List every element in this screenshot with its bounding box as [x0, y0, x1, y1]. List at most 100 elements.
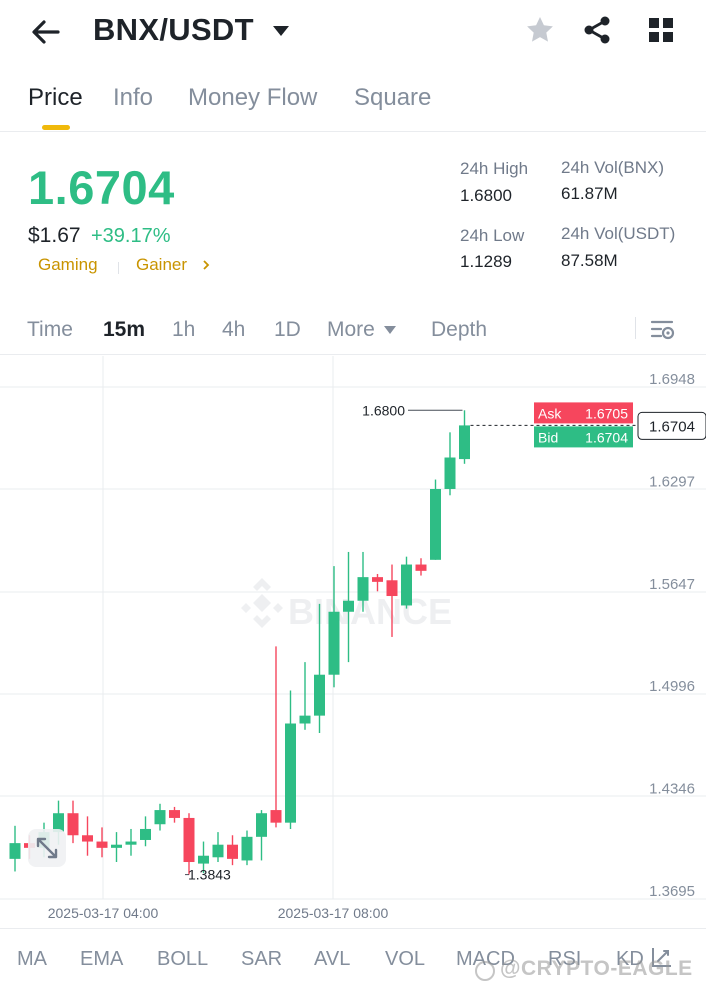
x-axis-labels: 2025-03-17 04:00 2025-03-17 08:00: [48, 905, 389, 921]
stat-high-value: 1.6800: [460, 186, 512, 205]
active-tab-indicator: [42, 125, 70, 130]
y-tick-label: 1.4346: [649, 781, 695, 798]
stat-vol-quote-label: 24h Vol(USDT): [561, 224, 676, 243]
candle-body: [82, 835, 93, 842]
pair-title[interactable]: BNX/USDT: [93, 12, 254, 47]
y-tick-label: 1.5647: [649, 576, 695, 593]
tag-gaming[interactable]: Gaming: [38, 255, 98, 274]
candle: [430, 479, 441, 560]
candle-body: [299, 715, 311, 724]
candle: [415, 558, 427, 576]
indicator-vol[interactable]: VOL: [385, 948, 426, 970]
candle: [67, 800, 79, 844]
indicator-avl[interactable]: AVL: [314, 948, 351, 970]
candle-body: [241, 836, 253, 861]
candle-body: [96, 841, 108, 848]
last-price: 1.6704: [28, 161, 175, 214]
indicator-ma[interactable]: MA: [17, 948, 47, 970]
candle-body: [140, 828, 151, 840]
candle-body: [401, 564, 412, 606]
candle-body: [285, 723, 296, 823]
interval-1h[interactable]: 1h: [172, 318, 196, 341]
candle-body: [343, 600, 354, 612]
expand-chart-button[interactable]: [28, 829, 66, 867]
indicator-macd[interactable]: MACD: [456, 948, 515, 970]
interval-4h[interactable]: 4h: [222, 318, 246, 341]
bid-label: Bid: [538, 429, 558, 445]
candle-body: [459, 425, 470, 460]
interval-depth[interactable]: Depth: [431, 318, 488, 341]
candle: [459, 410, 470, 464]
indicator-sar[interactable]: SAR: [241, 948, 283, 970]
tab-money-flow[interactable]: Money Flow: [188, 84, 318, 111]
y-tick-label: 1.3695: [649, 883, 695, 900]
low-marker-label: 1.3843: [188, 867, 231, 883]
indicator-kd[interactable]: KD: [616, 948, 644, 970]
stat-vol-base-label: 24h Vol(BNX): [561, 158, 664, 177]
interval-1d[interactable]: 1D: [274, 318, 301, 341]
candle-body: [212, 844, 224, 858]
current-price-box: [637, 411, 706, 440]
change-percent: +39.17%: [91, 225, 171, 247]
candlestick-chart[interactable]: BINANCE 1.69481.62971.56471.49961.43461.…: [0, 356, 706, 926]
candle-body: [154, 810, 166, 825]
candle-body: [227, 844, 238, 859]
candle: [111, 832, 122, 863]
indicator-ema[interactable]: EMA: [80, 948, 124, 970]
interval-15m[interactable]: 15m: [103, 318, 146, 341]
share-icon[interactable]: [581, 14, 613, 46]
tag-divider: [118, 262, 119, 274]
ask-value: 1.6705: [585, 405, 628, 421]
chevron-right-icon[interactable]: [200, 259, 212, 271]
candle-body: [111, 844, 122, 848]
caret-down-icon[interactable]: [271, 24, 291, 38]
candle-body: [314, 674, 325, 716]
candle-body: [270, 810, 282, 823]
caret-down-icon[interactable]: [383, 325, 397, 335]
tag-gainer[interactable]: Gainer: [136, 255, 188, 274]
interval-time[interactable]: Time: [27, 318, 73, 341]
candles: [9, 410, 470, 875]
stat-vol-quote-value: 87.58M: [561, 251, 618, 270]
drawing-tool-icon[interactable]: [650, 945, 674, 969]
candle: [386, 564, 398, 637]
candle: [140, 816, 151, 847]
candle: [183, 813, 195, 875]
ask-label: Ask: [538, 405, 562, 421]
candle-body: [430, 488, 441, 560]
expand-icon: [36, 837, 58, 859]
candle-body: [328, 611, 340, 675]
candle: [357, 551, 369, 612]
interval-divider: [635, 317, 636, 339]
candle: [212, 832, 224, 863]
x-tick-label: 2025-03-17 08:00: [278, 905, 389, 921]
tab-square[interactable]: Square: [354, 84, 432, 111]
candle: [241, 830, 253, 866]
candle: [299, 662, 311, 730]
candle-body: [183, 817, 195, 863]
binance-watermark: BINANCE: [241, 578, 452, 632]
ask-badge: [534, 402, 633, 424]
indicator-rsi[interactable]: RSI: [548, 948, 582, 970]
stat-vol-base-value: 61.87M: [561, 184, 618, 203]
indicator-boll[interactable]: BOLL: [157, 948, 209, 970]
star-icon[interactable]: [524, 14, 556, 46]
candle-body: [198, 855, 209, 864]
candle: [82, 816, 93, 856]
candle-body: [9, 843, 21, 859]
top-bar: BNX/USDT: [0, 0, 706, 64]
chart-settings-icon[interactable]: [650, 318, 676, 342]
candle: [270, 646, 282, 828]
y-tick-label: 1.4996: [649, 678, 695, 695]
candle: [285, 690, 296, 829]
bid-value: 1.6704: [585, 429, 628, 445]
candle-body: [372, 577, 383, 582]
tab-price[interactable]: Price: [28, 84, 83, 111]
candle: [125, 828, 137, 856]
back-arrow-icon[interactable]: [28, 14, 64, 50]
grid-icon[interactable]: [646, 15, 676, 45]
candle: [169, 806, 180, 823]
interval-more[interactable]: More: [327, 318, 375, 341]
tab-info[interactable]: Info: [113, 84, 154, 111]
page-tabs: Price Info Money Flow Square: [0, 72, 706, 132]
